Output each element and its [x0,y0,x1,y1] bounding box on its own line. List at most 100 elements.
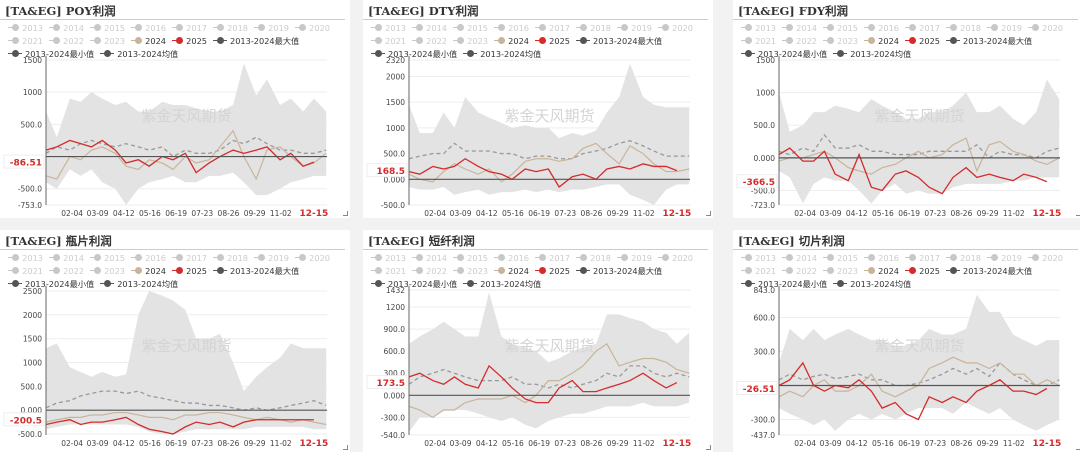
legend-item-2015[interactable]: 2015 [823,253,858,263]
legend-item-2023[interactable]: 2023 [453,36,488,46]
legend-item-avg[interactable]: 2013-2024均值 [100,48,178,60]
legend-item-2016[interactable]: 2016 [864,23,899,33]
legend-item-2024[interactable]: 2024 [494,266,529,276]
legend-item-2018[interactable]: 2018 [946,23,981,33]
legend-item-2013[interactable]: 2013 [741,253,776,263]
legend-item-avg[interactable]: 2013-2024均值 [463,48,541,60]
resize-handle-icon[interactable] [706,445,711,450]
legend-item-2024[interactable]: 2024 [864,266,899,276]
legend-item-max[interactable]: 2013-2024最大值 [946,35,1032,47]
legend-item-2025[interactable]: 2025 [905,266,940,276]
legend-item-2014[interactable]: 2014 [782,23,817,33]
legend-item-2019[interactable]: 2019 [987,23,1022,33]
legend-item-2025[interactable]: 2025 [905,36,940,46]
legend-item-2017[interactable]: 2017 [905,23,940,33]
legend-item-2022[interactable]: 2022 [49,266,84,276]
legend-item-2017[interactable]: 2017 [172,23,207,33]
legend-item-avg[interactable]: 2013-2024均值 [833,278,911,290]
legend-item-2019[interactable]: 2019 [617,23,652,33]
legend-item-2016[interactable]: 2016 [131,23,166,33]
legend-item-avg[interactable]: 2013-2024均值 [463,278,541,290]
legend-item-2015[interactable]: 2015 [823,23,858,33]
legend-item-2014[interactable]: 2014 [412,23,447,33]
legend-item-2022[interactable]: 2022 [782,36,817,46]
legend-item-min[interactable]: 2013-2024最小值 [8,278,94,290]
legend-item-avg[interactable]: 2013-2024均值 [100,278,178,290]
resize-handle-icon[interactable] [706,211,711,216]
legend-item-min[interactable]: 2013-2024最小值 [8,48,94,60]
legend-item-2013[interactable]: 2013 [371,253,406,263]
legend-item-2020[interactable]: 2020 [295,23,330,33]
legend-item-2016[interactable]: 2016 [494,253,529,263]
legend-item-2023[interactable]: 2023 [823,36,858,46]
legend-item-2013[interactable]: 2013 [371,23,406,33]
resize-handle-icon[interactable] [1076,445,1080,450]
legend-item-2019[interactable]: 2019 [987,253,1022,263]
legend-item-max[interactable]: 2013-2024最大值 [213,265,299,277]
legend-item-2015[interactable]: 2015 [453,253,488,263]
legend-item-2022[interactable]: 2022 [49,36,84,46]
legend-item-avg[interactable]: 2013-2024均值 [833,48,911,60]
legend-item-2021[interactable]: 2021 [741,36,776,46]
legend-item-2018[interactable]: 2018 [213,253,248,263]
legend-item-2017[interactable]: 2017 [535,23,570,33]
legend-item-2018[interactable]: 2018 [946,253,981,263]
legend-item-2020[interactable]: 2020 [1028,23,1063,33]
legend-item-max[interactable]: 2013-2024最大值 [213,35,299,47]
legend-item-2013[interactable]: 2013 [8,23,43,33]
legend-item-2023[interactable]: 2023 [823,266,858,276]
legend-item-2020[interactable]: 2020 [658,253,693,263]
legend-item-2014[interactable]: 2014 [782,253,817,263]
legend-item-min[interactable]: 2013-2024最小值 [741,48,827,60]
resize-handle-icon[interactable] [1076,211,1080,216]
legend-item-2021[interactable]: 2021 [8,266,43,276]
legend-item-2024[interactable]: 2024 [864,36,899,46]
legend-item-2021[interactable]: 2021 [371,266,406,276]
legend-item-2015[interactable]: 2015 [90,23,125,33]
legend-item-2016[interactable]: 2016 [131,253,166,263]
legend-item-2025[interactable]: 2025 [172,36,207,46]
legend-item-2025[interactable]: 2025 [535,36,570,46]
legend-item-2013[interactable]: 2013 [741,23,776,33]
legend-item-2018[interactable]: 2018 [576,253,611,263]
legend-item-min[interactable]: 2013-2024最小值 [371,48,457,60]
legend-item-2014[interactable]: 2014 [412,253,447,263]
legend-item-2021[interactable]: 2021 [8,36,43,46]
legend-item-2023[interactable]: 2023 [90,266,125,276]
legend-item-2013[interactable]: 2013 [8,253,43,263]
legend-item-max[interactable]: 2013-2024最大值 [946,265,1032,277]
legend-item-min[interactable]: 2013-2024最小值 [741,278,827,290]
legend-item-2022[interactable]: 2022 [782,266,817,276]
legend-item-2025[interactable]: 2025 [172,266,207,276]
legend-item-2025[interactable]: 2025 [535,266,570,276]
legend-item-2024[interactable]: 2024 [494,36,529,46]
legend-item-2023[interactable]: 2023 [453,266,488,276]
legend-item-2014[interactable]: 2014 [49,253,84,263]
legend-item-2019[interactable]: 2019 [617,253,652,263]
legend-item-2021[interactable]: 2021 [741,266,776,276]
legend-item-2019[interactable]: 2019 [254,253,289,263]
legend-item-2020[interactable]: 2020 [658,23,693,33]
legend-item-2018[interactable]: 2018 [576,23,611,33]
legend-item-max[interactable]: 2013-2024最大值 [576,35,662,47]
resize-handle-icon[interactable] [343,211,348,216]
legend-item-2022[interactable]: 2022 [412,36,447,46]
legend-item-2017[interactable]: 2017 [905,253,940,263]
legend-item-2015[interactable]: 2015 [90,253,125,263]
legend-item-2016[interactable]: 2016 [864,253,899,263]
legend-item-2020[interactable]: 2020 [1028,253,1063,263]
legend-item-2017[interactable]: 2017 [172,253,207,263]
legend-item-2016[interactable]: 2016 [494,23,529,33]
legend-item-2020[interactable]: 2020 [295,253,330,263]
legend-item-2024[interactable]: 2024 [131,36,166,46]
legend-item-2015[interactable]: 2015 [453,23,488,33]
legend-item-2018[interactable]: 2018 [213,23,248,33]
legend-item-2014[interactable]: 2014 [49,23,84,33]
legend-item-2017[interactable]: 2017 [535,253,570,263]
legend-item-min[interactable]: 2013-2024最小值 [371,278,457,290]
resize-handle-icon[interactable] [343,445,348,450]
legend-item-2024[interactable]: 2024 [131,266,166,276]
legend-item-2021[interactable]: 2021 [371,36,406,46]
legend-item-max[interactable]: 2013-2024最大值 [576,265,662,277]
legend-item-2022[interactable]: 2022 [412,266,447,276]
